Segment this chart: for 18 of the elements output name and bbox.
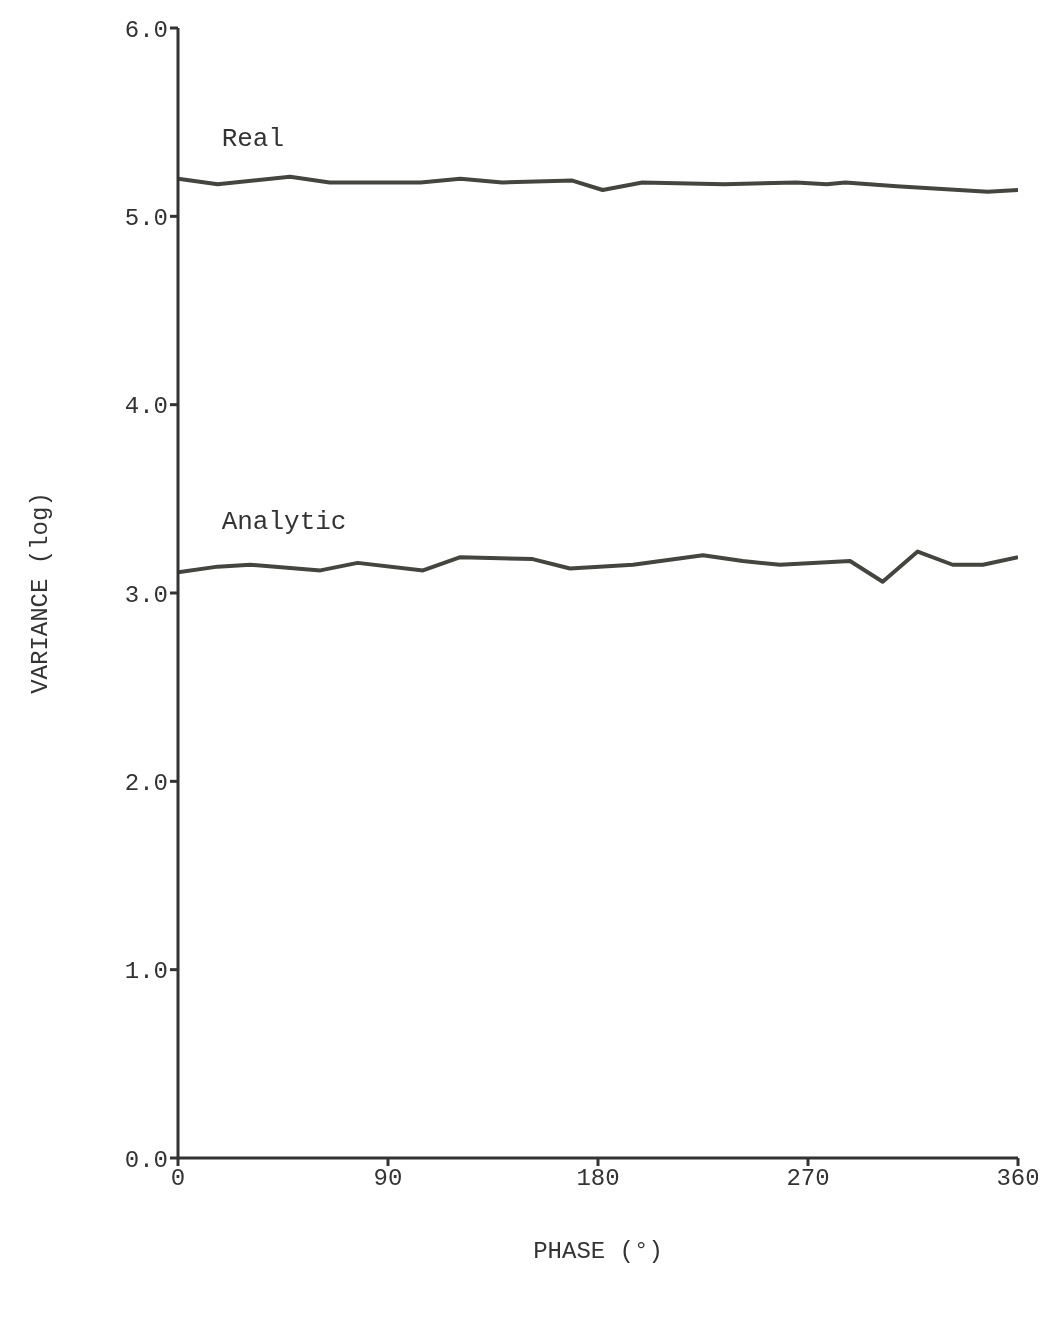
- x-tick-label: 360: [996, 1165, 1040, 1193]
- x-tick-label: 180: [576, 1165, 620, 1193]
- y-tick-label: 5.0: [124, 204, 168, 232]
- y-tick-label: 1.0: [124, 958, 168, 986]
- y-tick-label: 4.0: [124, 393, 168, 421]
- series-label: Real: [221, 124, 285, 155]
- y-tick-label: 3.0: [124, 581, 168, 609]
- x-tick-label: 270: [786, 1165, 830, 1193]
- x-tick-label: 90: [373, 1165, 403, 1193]
- line-series: [178, 549, 1018, 584]
- series-label: Analytic: [221, 506, 347, 537]
- y-tick-label: 2.0: [124, 769, 168, 797]
- y-tick-label: 0.0: [124, 1146, 168, 1174]
- y-tick-label: 6.0: [124, 16, 168, 44]
- line-series: [178, 174, 1018, 194]
- x-axis-title: PHASE (°): [533, 1238, 663, 1265]
- y-axis-title: VARIANCE (log): [26, 492, 54, 694]
- x-tick-label: 0: [170, 1165, 186, 1193]
